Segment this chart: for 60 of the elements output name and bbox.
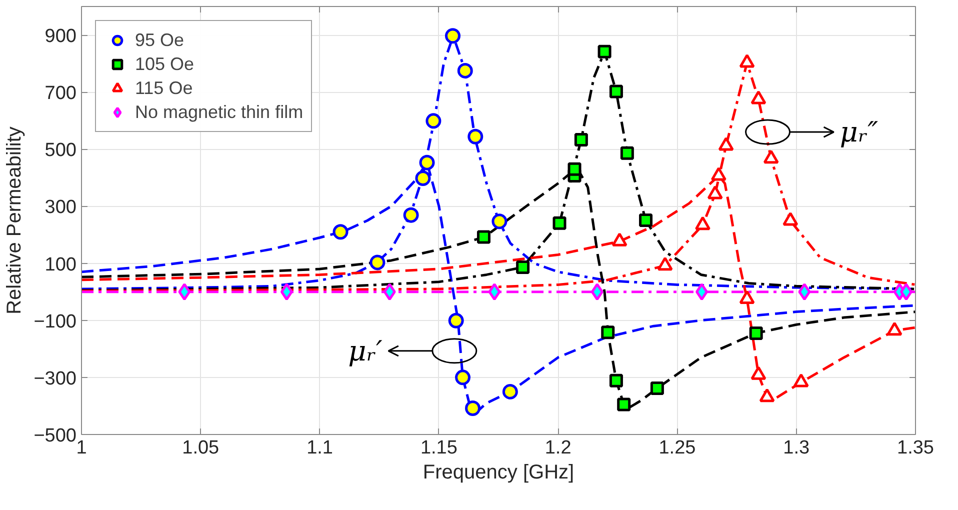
point [620, 146, 634, 160]
x-axis-title: Frequency [GHz] [422, 462, 574, 484]
legend-label: 95 Oe [135, 30, 184, 50]
point [403, 207, 419, 223]
point [492, 214, 508, 230]
point [332, 224, 348, 240]
x-tick-label: 1.1 [306, 438, 333, 458]
point [639, 213, 653, 227]
annotation: μᵣ′ [348, 334, 384, 368]
point [650, 382, 664, 396]
point [609, 84, 623, 98]
x-tick-label: 1.15 [420, 438, 458, 458]
y-tick-label: −500 [34, 426, 76, 446]
x-tick-label: 1.25 [658, 438, 696, 458]
legend-label: No magnetic thin film [135, 102, 304, 122]
point [798, 283, 811, 301]
point [178, 283, 191, 301]
point [590, 283, 604, 301]
point [609, 374, 623, 388]
y-tick-label: −300 [34, 368, 76, 390]
y-tick-label: −100 [34, 311, 76, 332]
legend-label: 115 Oe [135, 78, 193, 98]
point [598, 44, 612, 58]
point [601, 326, 615, 340]
point [900, 283, 912, 301]
point [415, 170, 431, 186]
point [488, 283, 501, 301]
point [574, 133, 588, 146]
legend-label: 105 Oe [135, 54, 194, 74]
y-axis-title: Relative Permeability [4, 126, 26, 314]
point [280, 283, 293, 301]
point [445, 28, 460, 44]
point [370, 254, 386, 270]
y-tick-label: 900 [44, 26, 76, 48]
x-tick-label: 1.35 [897, 438, 934, 458]
point [617, 398, 631, 412]
x-tick-label: 1.05 [182, 438, 220, 458]
point [468, 128, 484, 144]
point [457, 62, 473, 78]
annotation: μᵣ″ [840, 116, 879, 149]
y-tick-label: 700 [44, 83, 76, 104]
point [568, 162, 582, 176]
y-tick-label: 300 [44, 197, 76, 218]
point [419, 154, 435, 170]
y-tick-label: 500 [44, 140, 76, 162]
point [476, 230, 490, 244]
point [552, 216, 566, 230]
point [455, 370, 471, 386]
point [426, 113, 442, 129]
x-tick-label: 1.3 [783, 438, 810, 458]
point [448, 312, 464, 328]
point [696, 283, 708, 301]
x-tick-label: 1 [76, 438, 87, 458]
point [465, 400, 481, 416]
x-tick-label: 1.2 [544, 438, 572, 458]
point [502, 384, 518, 400]
y-tick-label: 100 [44, 254, 76, 276]
point [749, 326, 763, 340]
point [516, 260, 530, 274]
point [383, 283, 396, 301]
